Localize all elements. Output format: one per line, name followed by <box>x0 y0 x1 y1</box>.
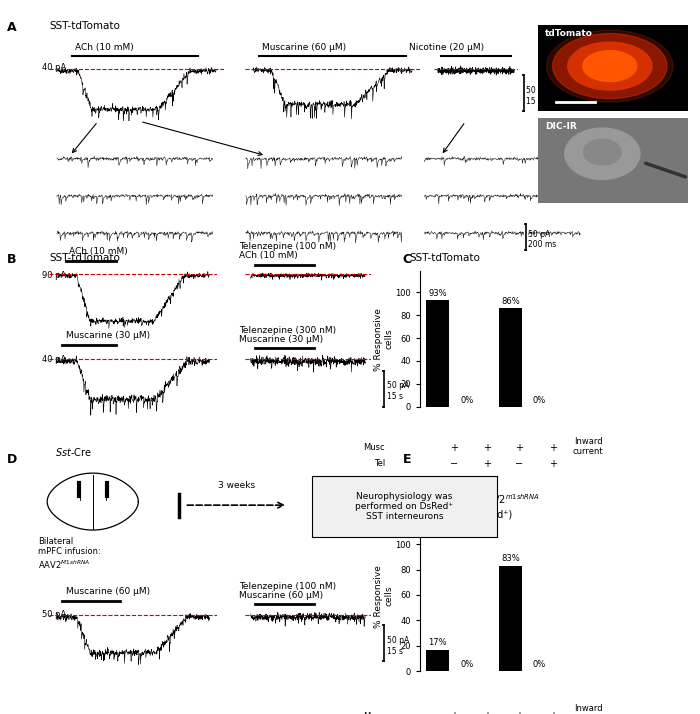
Text: 15 s: 15 s <box>526 97 542 106</box>
Text: +: + <box>483 459 491 469</box>
Circle shape <box>568 42 652 90</box>
Text: Musc: Musc <box>363 712 385 714</box>
Bar <box>498 565 522 671</box>
Text: Muscarine (60 μM): Muscarine (60 μM) <box>262 43 346 51</box>
Circle shape <box>553 34 667 99</box>
Text: +: + <box>549 443 557 453</box>
Text: B: B <box>7 253 17 266</box>
Text: 0%: 0% <box>533 660 546 668</box>
Text: E: E <box>402 453 411 466</box>
Circle shape <box>547 30 673 102</box>
Text: +: + <box>449 711 458 714</box>
Text: Tel: Tel <box>374 459 385 468</box>
Text: +: + <box>515 711 524 714</box>
Text: 15 s: 15 s <box>387 392 403 401</box>
Bar <box>426 650 449 671</box>
Text: ACh (10 mM): ACh (10 mM) <box>76 43 134 51</box>
Text: −: − <box>449 459 458 469</box>
Text: Inward
current: Inward current <box>573 704 603 714</box>
Ellipse shape <box>565 128 640 179</box>
Text: Telenzepine (100 nM): Telenzepine (100 nM) <box>239 582 336 591</box>
Text: Neurophysiology was
performed on DsRed⁺
SST interneurons: Neurophysiology was performed on DsRed⁺ … <box>355 492 454 521</box>
Text: Muscarine (60 μM): Muscarine (60 μM) <box>66 587 150 596</box>
Text: +: + <box>449 443 458 453</box>
Y-axis label: % Responsive
cells: % Responsive cells <box>374 308 394 371</box>
Text: SST-tdTomato: SST-tdTomato <box>49 21 120 31</box>
Text: 0%: 0% <box>533 396 546 405</box>
Text: 93%: 93% <box>428 288 447 298</box>
Text: 50 pA: 50 pA <box>526 86 549 95</box>
Text: A: A <box>7 21 17 34</box>
Text: 40 pA: 40 pA <box>42 64 66 73</box>
Text: +: + <box>549 459 557 469</box>
Text: 3 weeks: 3 weeks <box>218 481 255 491</box>
Text: Telenzepine (100 nM): Telenzepine (100 nM) <box>239 242 336 251</box>
Text: +: + <box>483 711 491 714</box>
Text: ACh (10 mM): ACh (10 mM) <box>69 247 128 256</box>
Text: Nicotine (20 μM): Nicotine (20 μM) <box>409 43 484 51</box>
Text: 50 pA: 50 pA <box>387 636 409 645</box>
Text: 200 ms: 200 ms <box>528 241 556 249</box>
Text: 86%: 86% <box>501 297 520 306</box>
Text: Muscarine (30 μM): Muscarine (30 μM) <box>66 331 150 340</box>
Text: 50 pA: 50 pA <box>42 610 66 619</box>
Text: +: + <box>483 443 491 453</box>
Text: 15 s: 15 s <box>387 647 403 655</box>
Text: 90 pA: 90 pA <box>42 271 66 280</box>
Text: 40 pA: 40 pA <box>42 355 66 363</box>
Bar <box>426 300 449 407</box>
Text: $\mathit{Sst}$-Cre: $\mathit{Sst}$-Cre <box>55 446 92 458</box>
Title: $\mathit{Sst}$-Cre/AAV2$^{m1shRNA}$
(DsRed⁺): $\mathit{Sst}$-Cre/AAV2$^{m1shRNA}$ (DsR… <box>440 493 540 519</box>
Text: Musc: Musc <box>363 443 385 452</box>
Text: 50 pA: 50 pA <box>528 230 551 238</box>
Y-axis label: % Responsive
cells: % Responsive cells <box>374 565 394 628</box>
Text: Muscarine (60 μM): Muscarine (60 μM) <box>239 590 323 600</box>
Text: +: + <box>515 443 524 453</box>
Text: 83%: 83% <box>501 554 520 563</box>
Text: ACh (10 mM): ACh (10 mM) <box>239 251 298 260</box>
Ellipse shape <box>584 139 621 165</box>
Text: D: D <box>7 453 18 466</box>
Circle shape <box>582 51 637 81</box>
Bar <box>498 308 522 407</box>
Text: Muscarine (30 μM): Muscarine (30 μM) <box>239 335 323 343</box>
Text: SST-tdTomato: SST-tdTomato <box>409 253 480 263</box>
Text: 0%: 0% <box>460 396 473 405</box>
Text: C: C <box>402 253 412 266</box>
Text: tdTomato: tdTomato <box>545 29 593 39</box>
Text: DIC-IR: DIC-IR <box>545 122 577 131</box>
Text: Telenzepine (300 nM): Telenzepine (300 nM) <box>239 326 336 335</box>
Text: 0%: 0% <box>460 660 473 668</box>
Text: 17%: 17% <box>428 638 447 647</box>
Text: Bilateral
mPFC infusion:
AAV2$^{M1shRNA}$: Bilateral mPFC infusion: AAV2$^{M1shRNA}… <box>38 537 102 570</box>
Text: Inward
current: Inward current <box>573 437 603 456</box>
Text: 50 pA: 50 pA <box>387 381 409 390</box>
Text: −: − <box>515 459 524 469</box>
Text: +: + <box>549 711 557 714</box>
Text: SST-tdTomato: SST-tdTomato <box>49 253 120 263</box>
